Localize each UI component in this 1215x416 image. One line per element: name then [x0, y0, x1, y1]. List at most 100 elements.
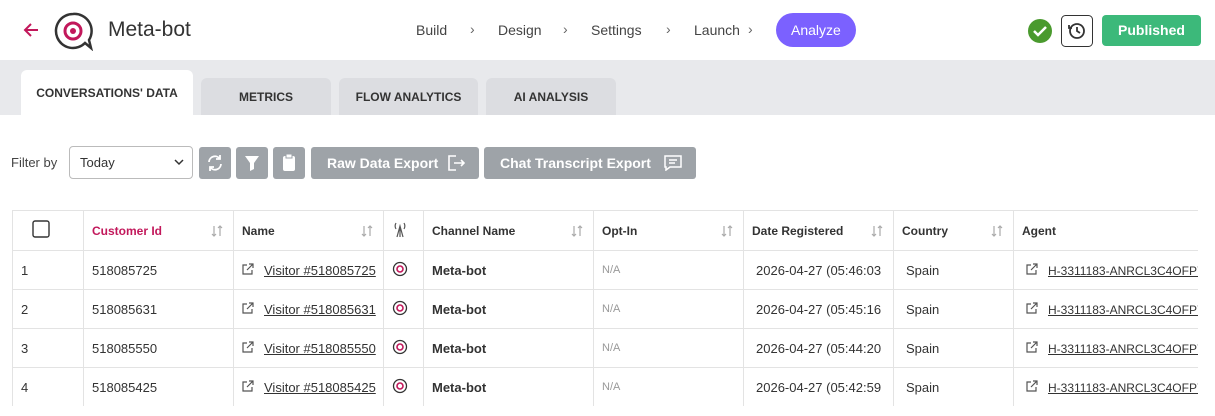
agent-cell: H-3311183-ANRCL3C4OFP7: [1013, 367, 1198, 406]
agent-link[interactable]: H-3311183-ANRCL3C4OFP7: [1048, 263, 1198, 278]
tab[interactable]: METRICS: [201, 78, 331, 115]
country: Spain: [893, 250, 1014, 290]
tab[interactable]: AI ANALYSIS: [486, 78, 616, 115]
sort-icon[interactable]: [721, 225, 733, 240]
name-cell: Visitor #518085425: [233, 367, 384, 406]
column-header[interactable]: Date Registered: [743, 210, 894, 251]
filter-label: Filter by: [11, 155, 58, 170]
button-label: Raw Data Export: [327, 155, 439, 171]
agent-link[interactable]: H-3311183-ANRCL3C4OFP7: [1048, 302, 1198, 317]
history-button[interactable]: [1061, 15, 1093, 47]
customer-id: 518085725: [83, 250, 234, 290]
column-label: Opt-In: [602, 223, 638, 238]
sort-icon[interactable]: [991, 225, 1003, 240]
agent-cell: H-3311183-ANRCL3C4OFP7: [1013, 328, 1198, 368]
channel-name: Meta-bot: [423, 328, 594, 368]
step[interactable]: Build: [416, 22, 448, 38]
date-registered: 2026-04-27 (05:45:16: [743, 289, 894, 329]
column-label: Date Registered: [752, 223, 844, 238]
country: Spain: [893, 367, 1014, 406]
bot-title: Meta-bot: [108, 18, 191, 41]
name-cell: Visitor #518085631: [233, 289, 384, 329]
customer-id: 518085550: [83, 328, 234, 368]
table-head: Customer Id Name Channel Name Opt-In Date Re…: [12, 210, 1198, 251]
visitor-link[interactable]: Visitor #518085725: [264, 262, 376, 278]
filter-button[interactable]: [236, 147, 268, 179]
back-arrow[interactable]: [22, 22, 40, 38]
column-label: Agent: [1022, 223, 1056, 238]
channel-name: Meta-bot: [423, 250, 594, 290]
channel-icon: [383, 328, 424, 368]
column-header[interactable]: Channel Name: [423, 210, 594, 251]
visitor-link[interactable]: Visitor #518085550: [264, 340, 376, 356]
channel-icon-header: [383, 210, 424, 251]
header-row: Customer Id Name Channel Name Opt-In Date Re…: [12, 210, 1198, 251]
logo: [54, 12, 94, 51]
sort-icon[interactable]: [871, 225, 883, 240]
column-header[interactable]: Country: [893, 210, 1014, 251]
agent-link[interactable]: H-3311183-ANRCL3C4OFP7: [1048, 341, 1198, 356]
step-separator: ›: [563, 21, 568, 37]
refresh-button[interactable]: [199, 147, 231, 179]
step[interactable]: Design: [498, 22, 542, 38]
row-number: 2: [12, 289, 84, 329]
sort-icon[interactable]: [571, 225, 583, 240]
column-header[interactable]: Customer Id: [83, 210, 234, 251]
row-number: 4: [12, 367, 84, 406]
status-icon: [1028, 19, 1052, 43]
button-label: Chat Transcript Export: [500, 155, 651, 171]
row-number: 1: [12, 250, 84, 290]
step[interactable]: Launch: [694, 22, 740, 38]
table-row: 1 518085725 Visitor #518085725 Meta-bot N/A 2…: [12, 250, 1198, 290]
row-number: 3: [12, 328, 84, 368]
column-header[interactable]: Name: [233, 210, 384, 251]
table-row: 2 518085631 Visitor #518085631 Meta-bot N/A 2…: [12, 289, 1198, 329]
select-all[interactable]: [12, 210, 84, 251]
agent-cell: H-3311183-ANRCL3C4OFP7: [1013, 250, 1198, 290]
column-label: Name: [242, 223, 275, 238]
channel-icon: [383, 250, 424, 290]
column-header[interactable]: Opt-In: [593, 210, 744, 251]
opt-in: N/A: [593, 328, 744, 368]
agent-cell: H-3311183-ANRCL3C4OFP7: [1013, 289, 1198, 329]
table-row: 3 518085550 Visitor #518085550 Meta-bot N/A 2…: [12, 328, 1198, 368]
visitor-link[interactable]: Visitor #518085631: [264, 301, 376, 317]
channel-icon: [383, 289, 424, 329]
opt-in: N/A: [593, 289, 744, 329]
visitor-link[interactable]: Visitor #518085425: [264, 379, 376, 395]
published-button[interactable]: Published: [1102, 15, 1201, 46]
customer-id: 518085425: [83, 367, 234, 406]
column-label: Customer Id: [92, 223, 163, 238]
tab[interactable]: FLOW ANALYTICS: [339, 78, 478, 115]
clipboard-button[interactable]: [273, 147, 305, 179]
chevron: [174, 159, 184, 166]
step-separator: ›: [666, 21, 671, 37]
step-separator: ›: [748, 21, 753, 37]
tab[interactable]: CONVERSATIONS' DATA: [21, 70, 193, 115]
agent-link[interactable]: H-3311183-ANRCL3C4OFP7: [1048, 380, 1198, 395]
date-registered: 2026-04-27 (05:46:03: [743, 250, 894, 290]
channel-name: Meta-bot: [423, 367, 594, 406]
date-registered: 2026-04-27 (05:44:20: [743, 328, 894, 368]
column-label: Channel Name: [432, 223, 516, 238]
data-table: Customer Id Name Channel Name Opt-In Date Re…: [12, 210, 1198, 406]
date-registered: 2026-04-27 (05:42:59: [743, 367, 894, 406]
raw-export-button[interactable]: Raw Data Export: [311, 147, 479, 179]
filter-select[interactable]: Today: [69, 146, 193, 179]
step-separator: ›: [470, 21, 475, 37]
name-cell: Visitor #518085725: [233, 250, 384, 290]
column-header[interactable]: Agent: [1013, 210, 1198, 251]
opt-in: N/A: [593, 367, 744, 406]
opt-in: N/A: [593, 250, 744, 290]
name-cell: Visitor #518085550: [233, 328, 384, 368]
table-body: 1 518085725 Visitor #518085725 Meta-bot N/A 2…: [12, 250, 1198, 406]
country: Spain: [893, 328, 1014, 368]
step[interactable]: Analyze: [776, 13, 856, 47]
customer-id: 518085631: [83, 289, 234, 329]
sort-icon[interactable]: [361, 225, 373, 240]
filter-value: Today: [80, 155, 115, 170]
sort-icon[interactable]: [211, 225, 223, 240]
transcript-export-button[interactable]: Chat Transcript Export: [484, 147, 696, 179]
step[interactable]: Settings: [591, 22, 642, 38]
